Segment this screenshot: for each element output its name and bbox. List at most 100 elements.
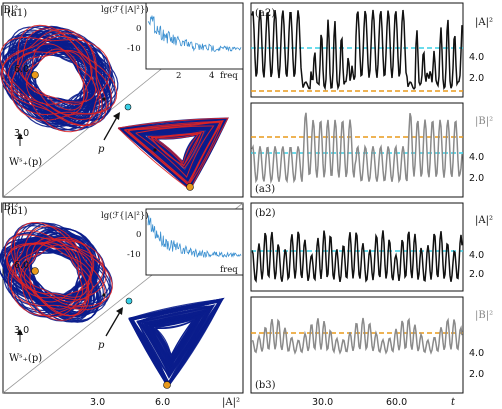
trajectory-loop: [25, 245, 89, 303]
b1-xtick-3: 3.0: [90, 397, 105, 408]
unstable-manifold-label: Wˢ₊(p): [9, 157, 42, 168]
b3-ylabel: |B|²: [475, 310, 493, 321]
trajectory-loop: [7, 225, 106, 311]
trajectory-loop: [0, 228, 99, 323]
trajectory-loop: [22, 249, 82, 303]
fixed-point-orange: [163, 381, 171, 389]
panel-a1-label: (a1): [7, 8, 27, 19]
a1-ytick-3: 3.0: [14, 128, 29, 139]
trajectory-loop: [2, 32, 103, 126]
trajectory-loop: [12, 224, 111, 318]
fixed-point-orange: [186, 183, 194, 191]
panel-b2: (b2) |A|² 4.0 2.0: [250, 202, 493, 292]
b2-ytick-4: 4.0: [469, 250, 484, 261]
trajectory-loop: [8, 222, 112, 314]
trajectory-loop: [132, 123, 217, 181]
trajectory-loop: [25, 48, 89, 105]
trajectory-loop: [10, 230, 107, 318]
trajectory-loop: [26, 43, 96, 105]
trajectory-loop: [155, 319, 194, 357]
inset-ytick-10: -10: [127, 44, 141, 54]
trajectory-loop: [6, 229, 99, 313]
trajectory-loop: [15, 33, 111, 122]
panel-b1-ylabel: |B|²: [0, 202, 18, 213]
inset-xtick-2: 2: [176, 71, 181, 81]
trajectory-loop: [25, 43, 99, 112]
trajectory-loop: [6, 236, 93, 317]
arrowhead: [17, 133, 23, 139]
time-series-B: [251, 317, 463, 355]
a3-ytick-4: 4.0: [469, 152, 484, 163]
b3-ytick-4: 4.0: [469, 348, 484, 359]
trajectory-loop: [7, 43, 102, 124]
trajectory-loop: [21, 50, 87, 111]
arrow-p: [103, 116, 118, 141]
trajectory-loop: [0, 28, 107, 127]
a2-ytick-4: 4.0: [469, 52, 484, 63]
spectrum-line: [147, 215, 242, 259]
panel-b2-label: (b2): [255, 208, 276, 219]
trajectory-loop: [11, 28, 112, 116]
b3-xtick-60: 60.0: [386, 397, 407, 408]
inset-ylabel: lg(ℱ{|A|²}): [101, 4, 149, 15]
panel-b3: (b3) |B|² 4.0 2.0 30.0 60.0 t: [250, 296, 493, 408]
b2-ylabel: |A|²: [475, 215, 493, 226]
trajectory-loop: [23, 251, 83, 303]
trajectory-loop: [5, 228, 101, 314]
trajectory-loop: [153, 317, 197, 360]
panel-a2: (a2) |A|² 4.0 2.0: [250, 2, 493, 98]
trajectory-loop: [5, 35, 101, 123]
b1-ytick-6: 6.0: [14, 260, 29, 271]
trajectory-loop: [150, 315, 200, 363]
trajectory-loop: [11, 44, 95, 120]
fixed-point-black: [102, 97, 106, 101]
p-label: p: [98, 340, 105, 351]
panel-a1-ylabel: |B|²: [0, 5, 18, 16]
a1-ytick-6: 6.0: [14, 64, 29, 75]
trajectory-loop: [15, 241, 85, 308]
trajectory-loop: [4, 26, 112, 121]
trajectory-loop: [4, 234, 105, 321]
saddle-point-cyan: [125, 297, 133, 305]
b3-ytick-2: 2.0: [469, 369, 484, 380]
b3-xlabel: t: [451, 397, 456, 408]
trajectory-loop: [11, 29, 116, 126]
trajectory-loop: [17, 38, 99, 111]
trajectory-loop: [18, 35, 105, 111]
trajectory-loop: [117, 117, 229, 191]
p-label: p: [98, 144, 105, 155]
inset-ytick-10: -10: [127, 250, 141, 260]
b2-ytick-2: 2.0: [469, 269, 484, 280]
trajectory-loop: [26, 241, 92, 303]
fixed-point-black: [102, 293, 106, 297]
trajectory-loop: [24, 51, 92, 111]
panel-a2-label: (a2): [255, 8, 275, 19]
panel-b1: (b1) |B|² 6.0 3.0 Wˢ₊(p) p 3.0 6.0 |A|²: [0, 202, 244, 408]
trajectory-loop: [14, 238, 90, 307]
panel-a3: (a3) |B|² 4.0 2.0: [250, 102, 493, 198]
trajectory-loop: [0, 36, 111, 133]
unstable-manifold-label: Wˢ₊(p): [9, 353, 42, 364]
trajectory-loop: [137, 305, 215, 378]
fixed-point-orange: [31, 267, 39, 275]
trajectory-loop: [5, 41, 105, 127]
panel-b1-label: (b1): [7, 206, 28, 217]
trajectory-loop: [147, 130, 205, 169]
panel-a3-label: (a3): [255, 184, 275, 195]
inset-xlabel: freq: [220, 265, 238, 275]
trajectory-loop: [3, 226, 102, 316]
a2-ytick-2: 2.0: [469, 73, 484, 84]
time-series-A: [251, 230, 463, 284]
time-series-B: [251, 112, 463, 185]
spectrum-line: [147, 15, 242, 53]
a3-ylabel: |B|²: [475, 116, 493, 127]
trajectory-loop: [22, 241, 89, 299]
trajectory-loop: [20, 244, 84, 303]
inset-ytick-0: 0: [136, 230, 141, 240]
trajectory-loop: [128, 297, 225, 388]
trajectory-loop: [6, 238, 95, 317]
saddle-point-cyan: [124, 103, 132, 111]
arrowhead: [116, 307, 123, 315]
b1-xlabel: |A|²: [222, 397, 240, 408]
